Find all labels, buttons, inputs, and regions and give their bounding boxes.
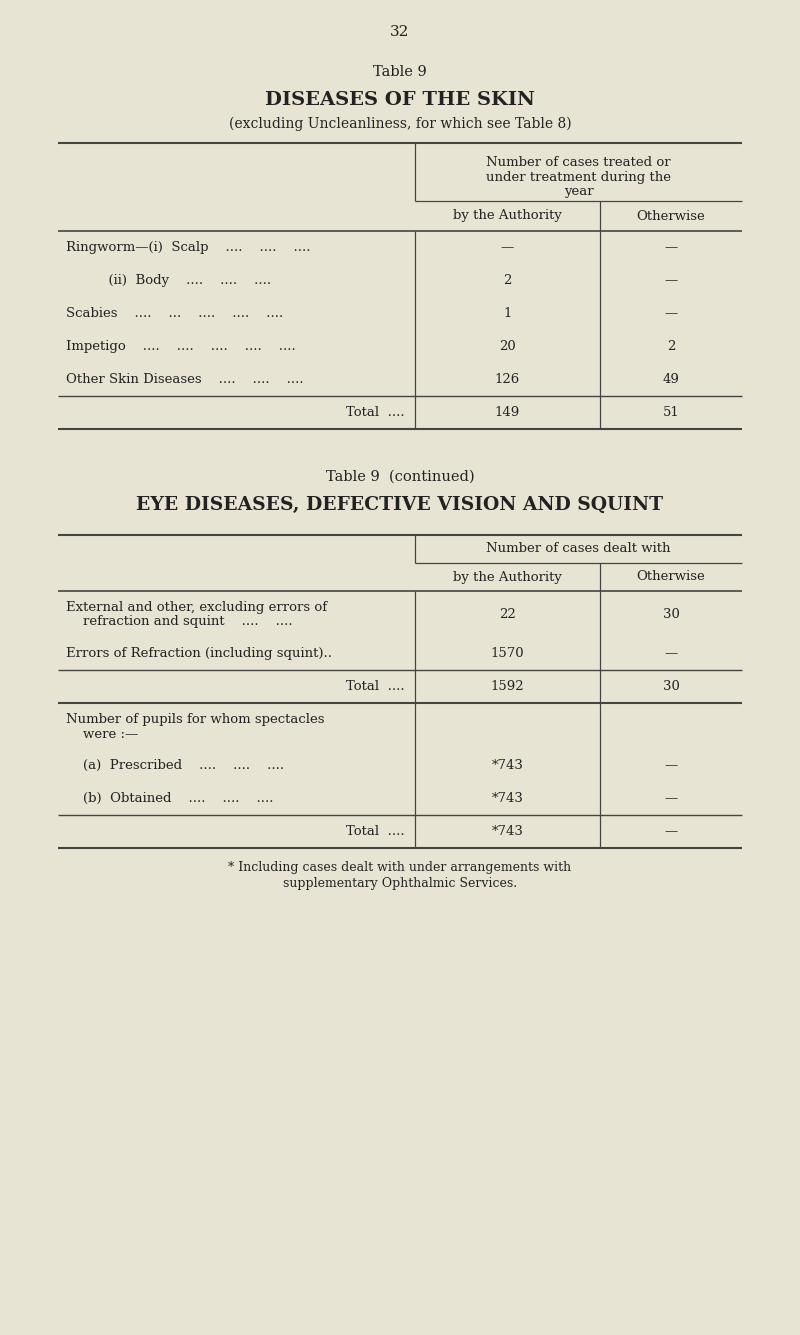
Text: by the Authority: by the Authority — [453, 570, 562, 583]
Text: Number of cases dealt with: Number of cases dealt with — [486, 542, 670, 555]
Text: —: — — [664, 825, 678, 838]
Text: *743: *743 — [491, 760, 523, 772]
Text: —: — — [664, 307, 678, 320]
Text: Table 9: Table 9 — [373, 65, 427, 79]
Text: —: — — [664, 792, 678, 805]
Text: Other Skin Diseases    ....    ....    ....: Other Skin Diseases .... .... .... — [66, 372, 304, 386]
Text: *743: *743 — [491, 792, 523, 805]
Text: *743: *743 — [491, 825, 523, 838]
Text: (excluding Uncleanliness, for which see Table 8): (excluding Uncleanliness, for which see … — [229, 116, 571, 131]
Text: —: — — [664, 647, 678, 659]
Text: EYE DISEASES, DEFECTIVE VISION AND SQUINT: EYE DISEASES, DEFECTIVE VISION AND SQUIN… — [137, 497, 663, 514]
Text: under treatment during the: under treatment during the — [486, 171, 671, 183]
Text: Otherwise: Otherwise — [637, 570, 706, 583]
Text: Ringworm—(i)  Scalp    ....    ....    ....: Ringworm—(i) Scalp .... .... .... — [66, 242, 310, 254]
Text: (ii)  Body    ....    ....    ....: (ii) Body .... .... .... — [66, 274, 271, 287]
Text: —: — — [664, 760, 678, 772]
Text: —: — — [664, 242, 678, 254]
Text: 20: 20 — [499, 340, 516, 352]
Text: were :—: were :— — [66, 728, 138, 741]
Text: Number of pupils for whom spectacles: Number of pupils for whom spectacles — [66, 713, 325, 725]
Text: 32: 32 — [390, 25, 410, 39]
Text: 30: 30 — [662, 680, 679, 693]
Text: 49: 49 — [662, 372, 679, 386]
Text: 149: 149 — [495, 406, 520, 419]
Text: Errors of Refraction (including squint)..: Errors of Refraction (including squint).… — [66, 647, 332, 659]
Text: Number of cases treated or: Number of cases treated or — [486, 156, 671, 170]
Text: 1592: 1592 — [490, 680, 524, 693]
Text: supplementary Ophthalmic Services.: supplementary Ophthalmic Services. — [283, 877, 517, 889]
Text: 2: 2 — [667, 340, 675, 352]
Text: * Including cases dealt with under arrangements with: * Including cases dealt with under arran… — [229, 861, 571, 874]
Text: —: — — [501, 242, 514, 254]
Text: refraction and squint    ....    ....: refraction and squint .... .... — [66, 615, 293, 629]
Text: DISEASES OF THE SKIN: DISEASES OF THE SKIN — [265, 91, 535, 109]
Text: 51: 51 — [662, 406, 679, 419]
Text: —: — — [664, 274, 678, 287]
Text: Impetigo    ....    ....    ....    ....    ....: Impetigo .... .... .... .... .... — [66, 340, 296, 352]
Text: 22: 22 — [499, 607, 516, 621]
Text: Total  ....: Total .... — [346, 825, 405, 838]
Text: (a)  Prescribed    ....    ....    ....: (a) Prescribed .... .... .... — [66, 760, 284, 772]
Text: External and other, excluding errors of: External and other, excluding errors of — [66, 601, 327, 614]
Text: 2: 2 — [503, 274, 512, 287]
Text: Scabies    ....    ...    ....    ....    ....: Scabies .... ... .... .... .... — [66, 307, 283, 320]
Text: (b)  Obtained    ....    ....    ....: (b) Obtained .... .... .... — [66, 792, 274, 805]
Text: year: year — [564, 186, 594, 199]
Text: 30: 30 — [662, 607, 679, 621]
Text: 1: 1 — [503, 307, 512, 320]
Text: Otherwise: Otherwise — [637, 210, 706, 223]
Text: 126: 126 — [495, 372, 520, 386]
Text: Table 9  (continued): Table 9 (continued) — [326, 470, 474, 485]
Text: Total  ....: Total .... — [346, 406, 405, 419]
Text: Total  ....: Total .... — [346, 680, 405, 693]
Text: 1570: 1570 — [490, 647, 524, 659]
Text: by the Authority: by the Authority — [453, 210, 562, 223]
